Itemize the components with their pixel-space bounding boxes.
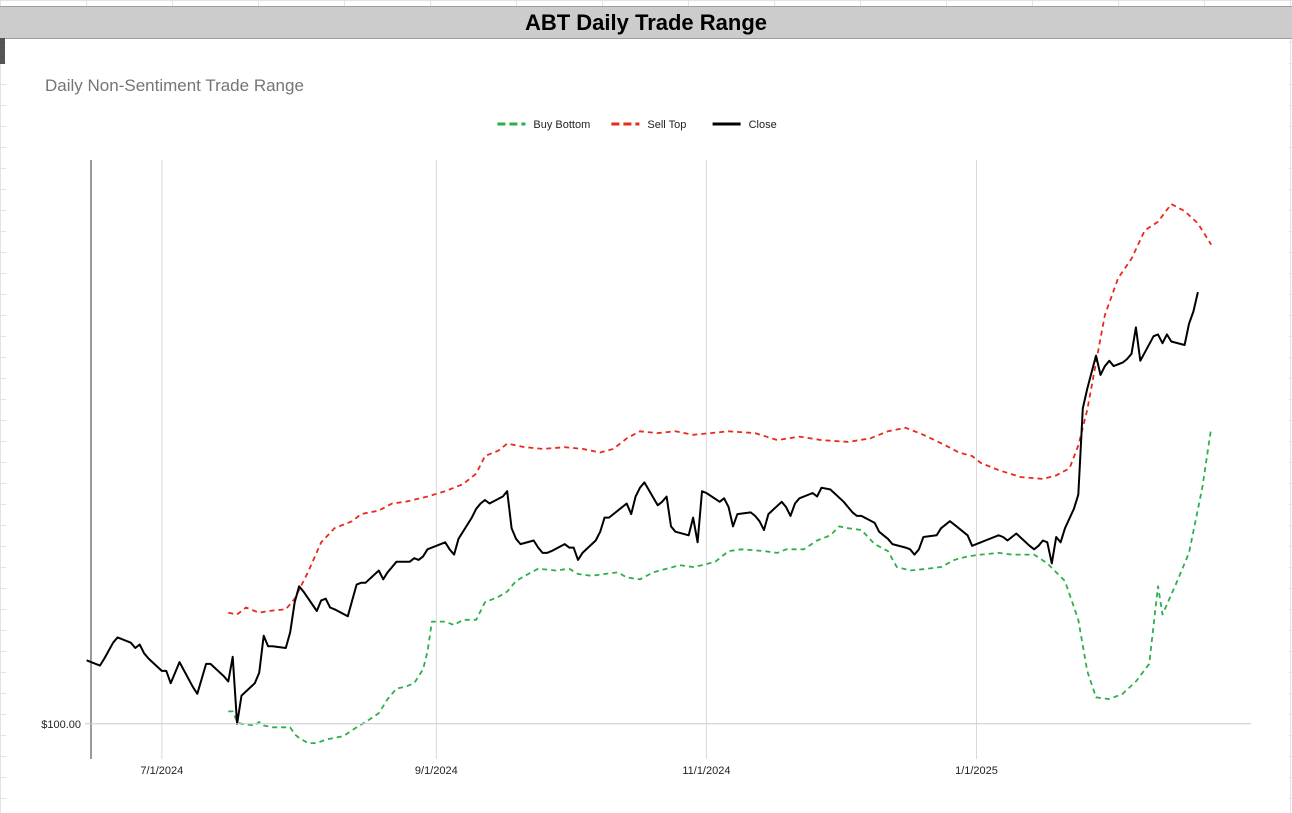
x-tick-label: 1/1/2025 bbox=[955, 765, 998, 777]
legend: Buy Bottom Sell Top Close bbox=[497, 119, 777, 131]
series-line-sell-top bbox=[228, 203, 1212, 616]
x-tick-label: 11/1/2024 bbox=[682, 765, 730, 777]
chart-title: ABT Daily Trade Range bbox=[524, 9, 768, 35]
title-bar: ABT Daily Trade Range bbox=[0, 6, 1292, 39]
x-tick-label: 9/1/2024 bbox=[415, 765, 458, 777]
x-tick-label: 7/1/2024 bbox=[140, 765, 183, 777]
y-tick-label: $100.00 bbox=[41, 719, 81, 731]
chart-area[interactable] bbox=[6, 38, 1289, 813]
series-line-buy-bottom bbox=[228, 427, 1213, 744]
gridlines bbox=[161, 160, 977, 759]
legend-item-buy-bottom[interactable]: Buy Bottom bbox=[497, 119, 590, 131]
y-axis-ticks: $100.00 bbox=[41, 719, 1251, 731]
chart-subtitle: Daily Non-Sentiment Trade Range bbox=[45, 76, 304, 95]
legend-item-close[interactable]: Close bbox=[712, 119, 777, 131]
series-line-close bbox=[86, 291, 1199, 725]
series-lines bbox=[86, 203, 1213, 744]
legend-label: Sell Top bbox=[647, 119, 686, 131]
legend-label: Close bbox=[749, 119, 777, 131]
legend-item-sell-top[interactable]: Sell Top bbox=[611, 119, 686, 131]
chart-resize-handle[interactable] bbox=[0, 38, 5, 64]
legend-label: Buy Bottom bbox=[533, 119, 590, 131]
x-axis-ticks: 7/1/2024 9/1/2024 11/1/2024 1/1/2025 bbox=[140, 765, 997, 777]
